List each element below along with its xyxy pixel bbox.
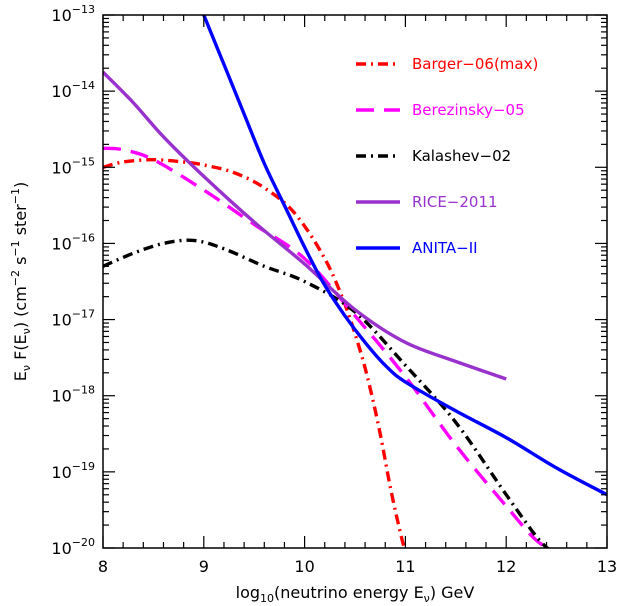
y-tick-label: 10−13 — [51, 3, 95, 25]
x-tick-label: 11 — [395, 557, 415, 576]
plot-frame — [102, 14, 608, 549]
legend: Barger−06(max) Berezinsky−05 Kalashev−02 RI… — [356, 55, 538, 257]
y-tick-label: 10−14 — [51, 79, 95, 101]
legend-label-2: Kalashev−02 — [412, 147, 511, 165]
series-line-2 — [103, 238, 550, 548]
y-tick-label: 10−15 — [51, 155, 95, 177]
y-tick-label: 10−19 — [51, 460, 95, 482]
y-tick-label: 10−16 — [51, 231, 95, 253]
tick-labels: 8 9 10 11 12 13 10−20 10−19 10−18 10−17 10−16 10−15… — [51, 3, 617, 576]
legend-label-3: RICE−2011 — [412, 193, 498, 211]
series-line-4 — [202, 15, 607, 497]
x-tick-label: 9 — [199, 557, 209, 576]
x-axis-label: log10(neutrino energy Eν) GeV — [236, 583, 475, 605]
x-tick-label: 8 — [98, 557, 108, 576]
series-line-0 — [103, 158, 407, 548]
x-tick-label: 10 — [294, 557, 314, 576]
y-tick-label: 10−18 — [51, 384, 95, 406]
series-line-3 — [103, 70, 507, 381]
legend-label-4: ANITA−II — [412, 239, 478, 257]
series-curves — [103, 15, 607, 548]
x-tick-label: 12 — [496, 557, 516, 576]
legend-label-0: Barger−06(max) — [412, 55, 538, 73]
x-tick-label: 13 — [597, 557, 617, 576]
y-tick-label: 10−20 — [51, 536, 95, 558]
axis-ticks — [102, 14, 608, 549]
y-axis-label: Eν F(Eν) (cm−2 s−1 ster−1) — [9, 182, 33, 381]
y-tick-label: 10−17 — [51, 308, 95, 330]
legend-label-1: Berezinsky−05 — [412, 101, 525, 119]
